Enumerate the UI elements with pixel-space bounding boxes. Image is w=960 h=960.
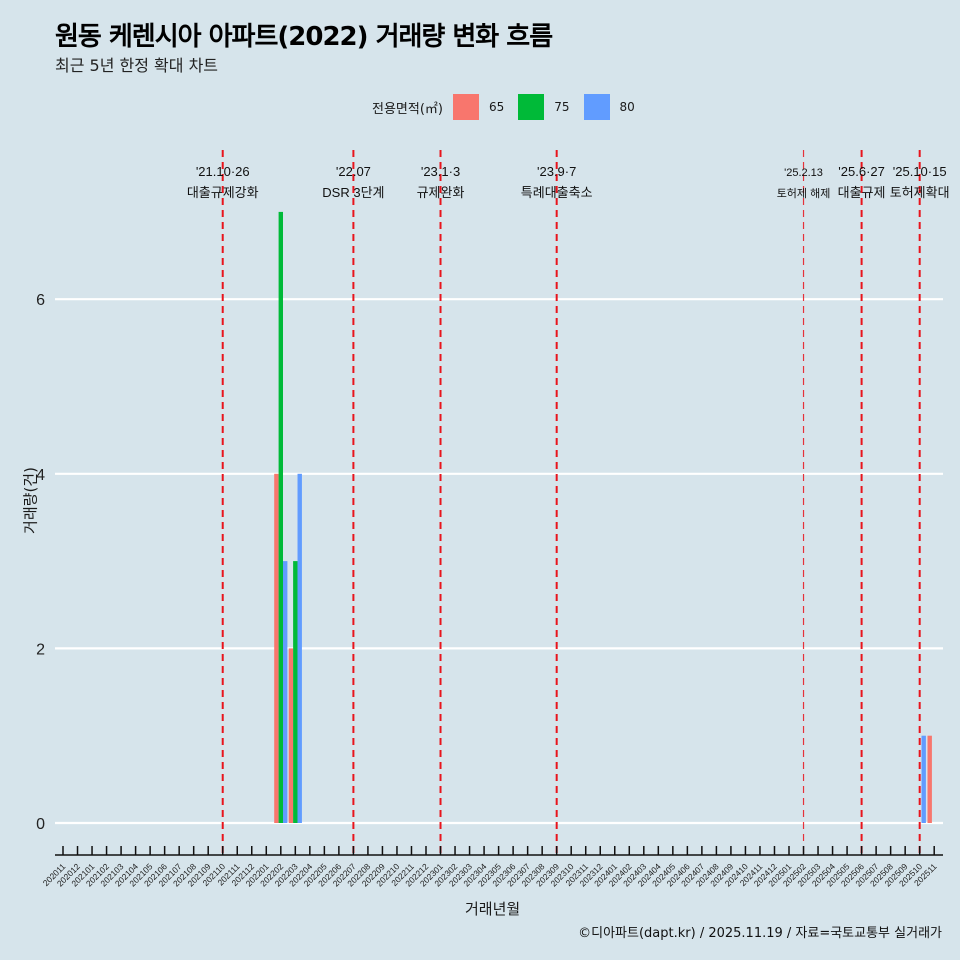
y-tick-label: 2 [36, 641, 45, 658]
chart-subtitle: 최근 5년 한정 확대 차트 [55, 56, 219, 75]
legend: 전용면적(㎡) 65 75 80 [372, 94, 649, 120]
legend-swatch-80 [583, 94, 610, 120]
event-date: '23.1·3 [421, 164, 460, 179]
legend-swatch-75 [518, 94, 545, 120]
event-label: 대출규제강화 [187, 185, 259, 200]
bar-80-202202 [283, 561, 288, 823]
event-label: 토허제확대 [890, 185, 950, 200]
event-date: '25.2.13 [784, 167, 823, 179]
event-label: DSR 3단계 [322, 185, 384, 200]
event-date: '23.9·7 [537, 164, 576, 179]
bar-75-202202 [278, 211, 283, 823]
bar-80-202203 [297, 473, 302, 823]
bar-65-202202 [274, 473, 279, 823]
event-date: '25.10·15 [893, 164, 947, 179]
y-tick-label: 6 [36, 292, 45, 309]
legend-title: 전용면적(㎡) [372, 101, 443, 117]
chart-title: 원동 케렌시아 아파트(2022) 거래량 변화 흐름 [55, 22, 553, 52]
legend-swatch-65 [452, 94, 479, 120]
bar-80-202510 [921, 735, 926, 823]
event-label: 대출규제 [838, 185, 886, 200]
event-date: '25.6·27 [838, 164, 885, 179]
event-label: 규제완화 [417, 185, 465, 200]
source-caption: ©디아파트(dapt.kr) / 2025.11.19 / 자료=국토교통부 실… [578, 926, 942, 941]
legend-label-80: 80 [619, 100, 635, 114]
event-label: 특례대출축소 [521, 185, 593, 200]
legend-label-75: 75 [554, 100, 570, 114]
bar-75-202203 [293, 561, 298, 823]
y-tick-label: 0 [36, 816, 45, 833]
x-axis-label: 거래년월 [465, 900, 521, 918]
event-date: '21.10·26 [196, 164, 250, 179]
y-tick-label: 4 [36, 467, 45, 484]
legend-label-65: 65 [488, 100, 505, 114]
y-axis-label: 거래량(건) [21, 467, 40, 534]
event-date: '22.07 [336, 164, 371, 179]
bar-65-202511 [927, 735, 932, 823]
bar-65-202203 [288, 648, 294, 823]
event-label: 토허제 해제 [777, 186, 831, 200]
